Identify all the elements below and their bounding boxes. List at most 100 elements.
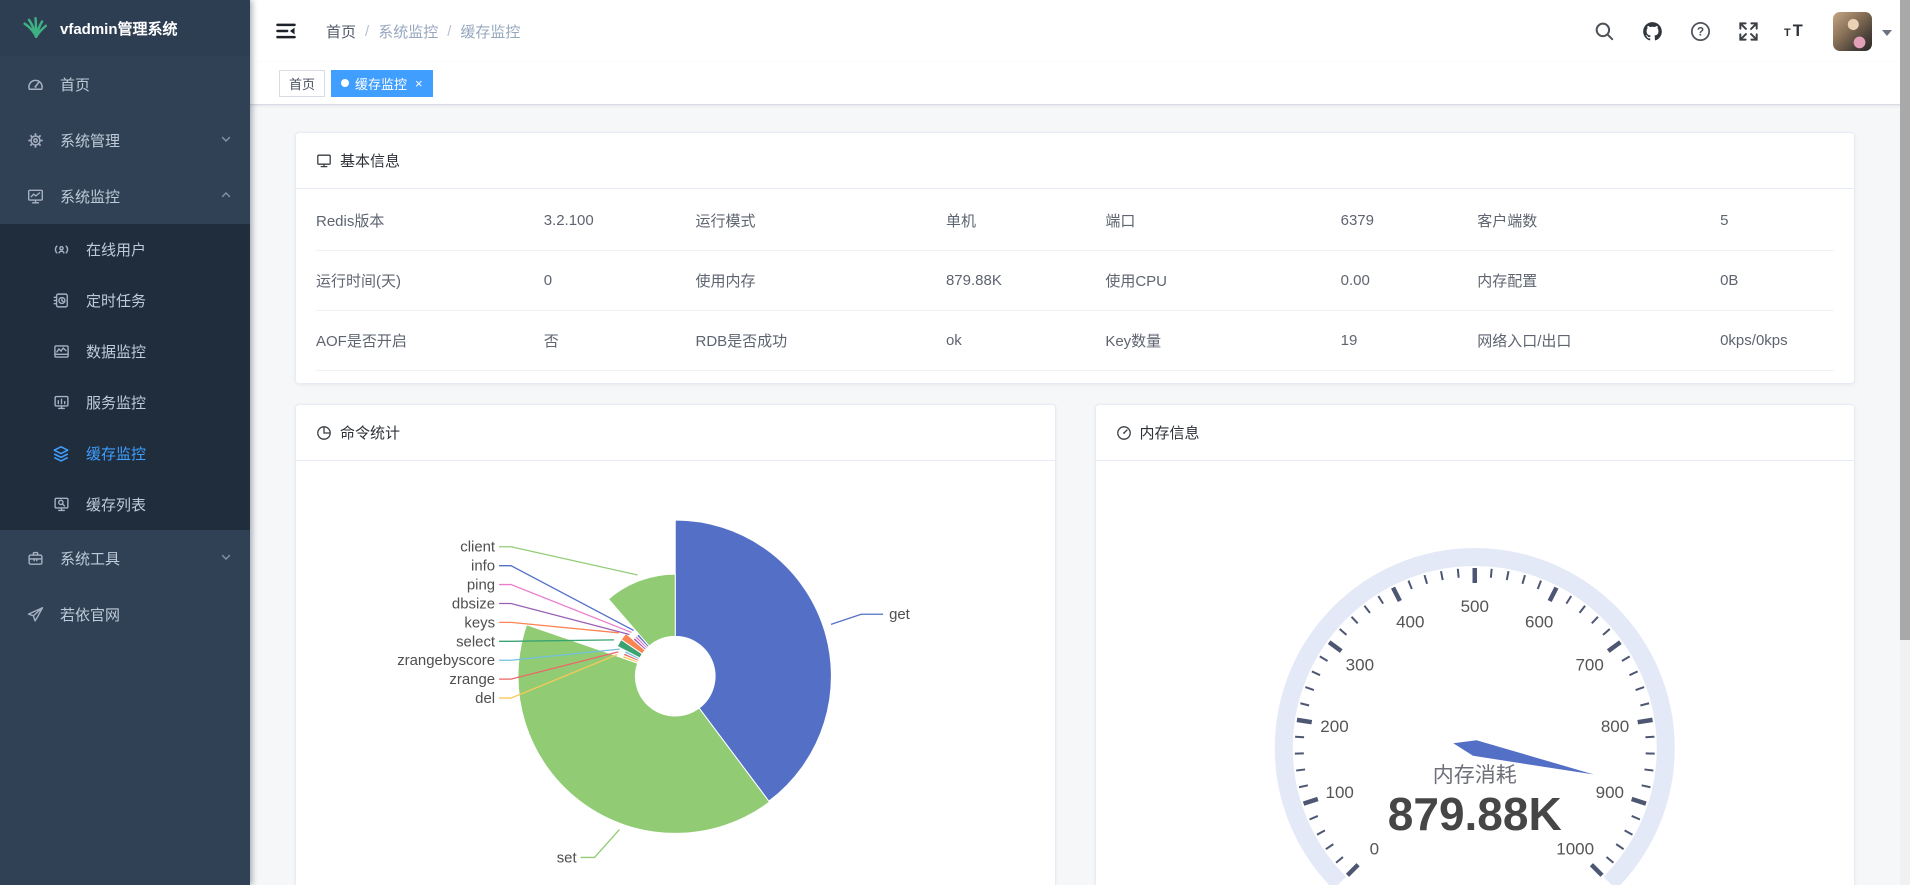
pie-slice-get[interactable] — [674, 519, 832, 802]
gauge-minor-tick — [1456, 568, 1460, 578]
gauge-value: 879.88K — [1387, 788, 1561, 840]
gauge-tick-label: 200 — [1320, 717, 1348, 736]
gauge-minor-tick — [1308, 814, 1318, 821]
tab-cache-monitor[interactable]: 缓存监控 × — [331, 69, 433, 97]
sidebar-item-home[interactable]: 首页 — [0, 56, 250, 112]
sidebar-item-system-tools[interactable]: 系统工具 — [0, 530, 250, 586]
user-menu[interactable] — [1833, 11, 1892, 51]
app-title: vfadmin管理系统 — [60, 20, 178, 38]
page-scrollbar[interactable] — [1900, 0, 1910, 885]
gauge-tick-label: 100 — [1325, 783, 1353, 802]
gauge-major-tick — [1636, 717, 1653, 725]
sidebar-item-data-monitor[interactable]: 数据监控 — [0, 326, 250, 377]
pie-slice-set[interactable] — [517, 624, 771, 834]
gauge-minor-tick — [1520, 574, 1526, 585]
memory-gauge-chart[interactable]: 0 100 200 300 400 500 600 700 800 900 1000 内存消耗 879.… — [1096, 461, 1855, 885]
pie-label-client: client — [460, 539, 496, 556]
info-value: 0B — [1720, 272, 1739, 289]
gauge-minor-tick — [1316, 829, 1325, 836]
collapse-menu-icon[interactable] — [268, 13, 304, 49]
gauge-major-tick — [1589, 863, 1604, 877]
pie-label-dbsize: dbsize — [452, 595, 495, 612]
data-monitor-icon — [52, 343, 70, 361]
basic-info-table: Redis版本 3.2.100 运行模式 单机 端口 6379 客户端数 5 运行时间(天) 0 使… — [296, 189, 1854, 383]
tags-view-bar: 首页 缓存监控 × — [250, 62, 1910, 105]
info-value: 否 — [543, 333, 559, 350]
sidebar-item-label: 系统管理 — [60, 132, 121, 150]
tab-label: 首页 — [289, 76, 316, 92]
scrollbar-thumb[interactable] — [1900, 0, 1910, 640]
sidebar-item-system-management[interactable]: 系统管理 — [0, 112, 250, 168]
gauge-minor-tick — [1630, 814, 1640, 821]
pie-label-line — [499, 602, 630, 636]
pie-label-line — [499, 546, 638, 576]
command-stats-card: 命令统计 client info ping dbsize keys select zrang… — [295, 404, 1056, 885]
sidebar-item-online-users[interactable]: 在线用户 — [0, 224, 250, 275]
info-label: Key数量 — [1105, 333, 1162, 350]
pie-label-line — [499, 653, 618, 699]
gauge-tick-label: 1000 — [1556, 839, 1594, 858]
gauge-minor-tick — [1363, 605, 1371, 614]
pie-label-ping: ping — [467, 577, 495, 594]
plant-logo-icon — [22, 15, 48, 41]
sidebar-item-scheduled-jobs[interactable]: 定时任务 — [0, 275, 250, 326]
info-row: 运行时间(天) 0 使用内存 879.88K 使用CPU 0.00 内存配置 0B — [316, 251, 1834, 311]
gauge-minor-tick — [1295, 768, 1305, 772]
info-value: 0.00 — [1340, 272, 1370, 289]
paper-plane-icon — [26, 605, 44, 623]
info-value: 879.88K — [945, 272, 1002, 289]
chevron-down-icon — [220, 132, 232, 149]
search-icon[interactable] — [1587, 11, 1621, 51]
card-title: 内存信息 — [1139, 425, 1200, 442]
breadcrumb-cache-monitor: 缓存监控 — [460, 23, 521, 41]
gauge-minor-tick — [1634, 686, 1644, 692]
gauge-minor-tick — [1536, 580, 1542, 590]
gauge-minor-tick — [1318, 655, 1328, 662]
pie-label-line — [499, 583, 632, 634]
main-area: 首页 / 系统监控 / 缓存监控 ? — [250, 0, 1910, 885]
gauge-minor-tick — [1439, 571, 1444, 581]
gauge-minor-tick — [1299, 702, 1309, 707]
gauge-needle — [1452, 740, 1594, 775]
gauge-tick-label: 500 — [1460, 597, 1488, 616]
tab-home[interactable]: 首页 — [279, 69, 326, 97]
pie-label-line — [499, 648, 620, 661]
app-logo[interactable]: vfadmin管理系统 — [0, 0, 250, 56]
gauge-tick-label: 900 — [1595, 783, 1623, 802]
svg-text:T: T — [1784, 27, 1791, 39]
toolbox-icon — [26, 549, 44, 567]
close-icon[interactable]: × — [415, 75, 423, 91]
breadcrumb-system-monitor: 系统监控 — [378, 23, 439, 41]
sidebar-item-ruoyi-site[interactable]: 若依官网 — [0, 586, 250, 642]
info-label: 网络入口/出口 — [1477, 333, 1572, 350]
pie-label-del: del — [475, 690, 495, 707]
pie-label-zrange: zrange — [449, 671, 495, 688]
command-pie-chart[interactable]: client info ping dbsize keys select zrangebysc… — [296, 461, 1055, 885]
sidebar-item-cache-list[interactable]: 缓存列表 — [0, 479, 250, 530]
question-icon[interactable]: ? — [1683, 11, 1717, 51]
info-label: AOF是否开启 — [316, 333, 407, 350]
sidebar-item-label: 系统监控 — [60, 188, 121, 206]
info-value: 0kps/0kps — [1720, 332, 1788, 349]
server-monitor-icon — [52, 394, 70, 412]
gauge-minor-tick — [1310, 670, 1320, 677]
breadcrumb-home[interactable]: 首页 — [326, 23, 357, 41]
sidebar-item-server-monitor[interactable]: 服务监控 — [0, 377, 250, 428]
gauge-minor-tick — [1376, 595, 1384, 605]
sidebar-submenu-monitor: 在线用户 定时任务 数据监控 — [0, 224, 250, 530]
gauge-major-tick — [1296, 717, 1312, 725]
gauge-major-tick — [1302, 796, 1319, 806]
pie-label-line — [499, 565, 634, 631]
user-avatar[interactable] — [1833, 11, 1872, 51]
pie-label-set: set — [557, 849, 578, 866]
sidebar-item-cache-monitor[interactable]: 缓存监控 — [0, 428, 250, 479]
sidebar-item-system-monitor[interactable]: 系统监控 — [0, 168, 250, 224]
fullscreen-icon[interactable] — [1731, 11, 1765, 51]
chevron-down-icon — [220, 550, 232, 567]
schedule-icon — [52, 292, 70, 310]
sidebar-item-label: 首页 — [60, 76, 91, 94]
pie-slice-client[interactable] — [607, 573, 676, 647]
github-icon[interactable] — [1635, 11, 1669, 51]
